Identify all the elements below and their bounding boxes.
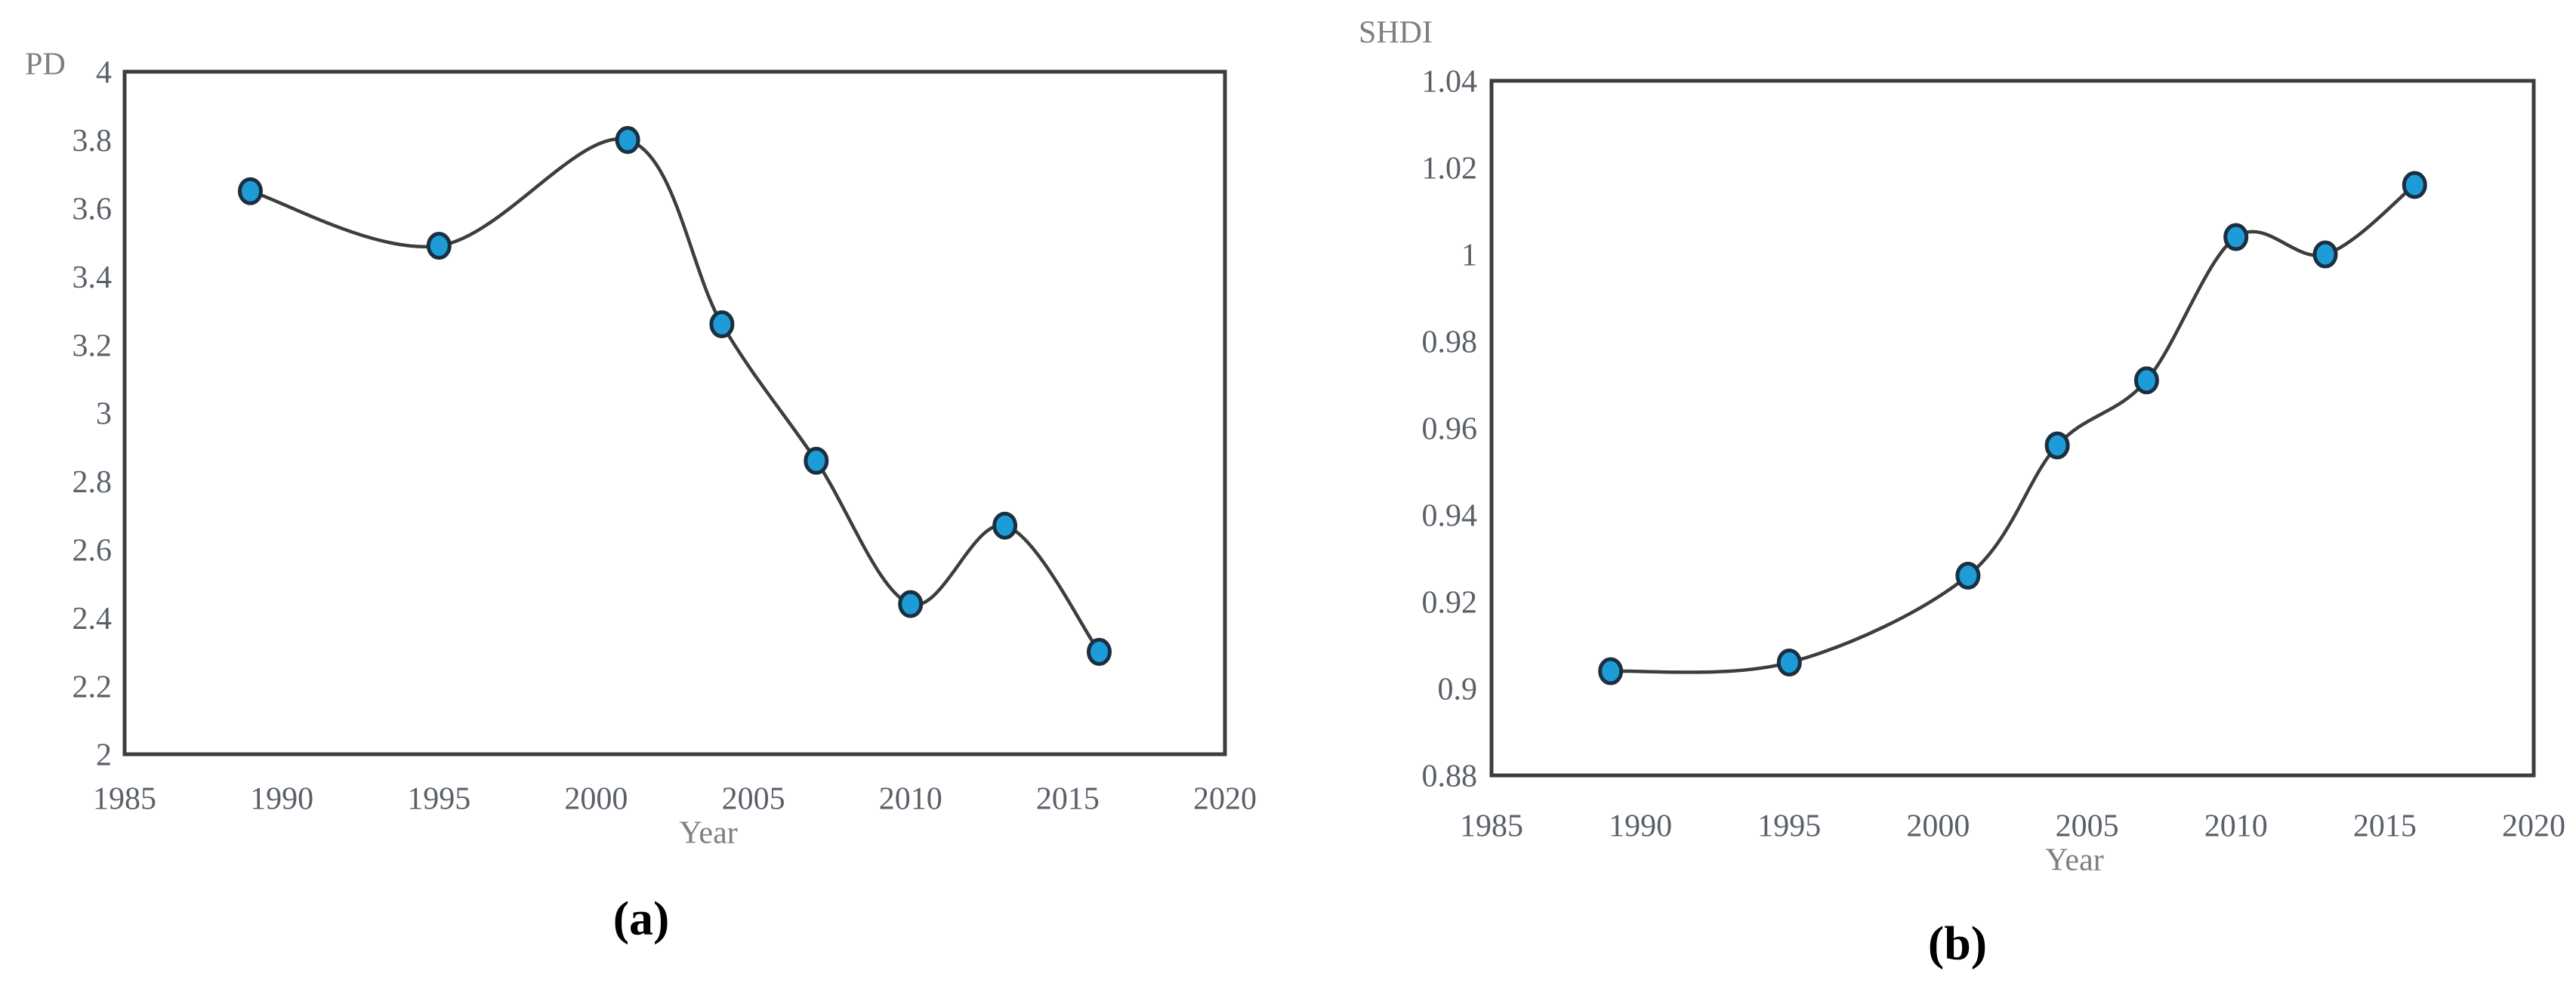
data-point-marker [426,232,452,260]
x-tick-label: 1995 [407,782,470,817]
chart-a-pd: PD 43.83.63.43.232.82.62.42.22 1985 1990 1… [25,48,1257,945]
caption-b: (b) [1928,916,1987,969]
x-tick-label: 1985 [1460,809,1523,844]
data-point-marker [1598,657,1624,686]
y-axis-title-shdi: SHDI [1359,16,1433,51]
data-point-marker [2312,240,2338,269]
data-point-marker [2044,431,2070,460]
data-point-marker [804,446,829,475]
y-tick-label: 4 [96,56,112,91]
plot-area-a [122,69,1227,757]
x-tick-label: 2000 [564,782,628,817]
plot-area-b [1489,79,2536,778]
y-tick-label: 2.6 [72,534,113,569]
x-tick-label: 1985 [93,782,156,817]
y-tick-label: 3.4 [72,260,113,295]
x-tick-labels-a: 1985 1990 1995 2000 2005 2010 2015 2020 [93,782,1257,817]
y-tick-label: 0.92 [1422,586,1478,621]
x-tick-label: 2015 [2353,809,2417,844]
x-tick-label: 2005 [2056,809,2119,844]
x-tick-labels-b: 1985 1990 1995 2000 2005 2010 2015 2020 [1460,809,2565,844]
y-tick-label: 2.8 [72,465,113,500]
data-point-marker [2133,366,2159,395]
y-tick-label: 3 [96,397,112,432]
data-point-marker [615,125,640,154]
y-tick-label: 3.8 [72,124,113,159]
y-tick-label: 2.4 [72,602,113,636]
data-point-marker [2223,223,2249,251]
data-point-marker [898,590,924,618]
x-tick-label: 2000 [1906,809,1970,844]
data-point-marker [1087,637,1112,666]
x-tick-label: 2010 [879,782,942,817]
x-tick-label: 1995 [1757,809,1821,844]
x-axis-title-b: Year [2045,843,2103,878]
caption-a: (a) [613,891,670,944]
y-tick-label: 1 [1461,239,1477,273]
x-axis-title-a: Year [679,816,737,851]
data-point-marker [709,310,735,338]
y-tick-label: 0.98 [1422,325,1478,360]
data-points-b [1598,171,2427,686]
x-tick-label: 1990 [250,782,313,817]
x-tick-label: 2020 [1193,782,1257,817]
data-point-marker [1776,649,1802,676]
x-tick-label: 2015 [1036,782,1100,817]
data-points-a [238,125,1112,666]
data-point-marker [238,177,263,205]
y-tick-label: 3.2 [72,328,113,363]
data-point-marker [2402,171,2427,199]
y-tick-label: 0.96 [1422,412,1478,447]
data-point-marker [992,511,1018,540]
chart-b-shdi: SHDI 1.04 1.02 1 0.98 0.96 0.94 0.92 0.9 0.88 19… [1359,16,2565,970]
y-axis-title-pd: PD [25,48,66,82]
y-tick-label: 2.2 [72,670,113,704]
x-tick-label: 2010 [2204,809,2268,844]
x-tick-label: 1990 [1609,809,1672,844]
y-tick-label: 0.94 [1422,499,1478,534]
y-tick-label: 2 [96,738,112,773]
y-tick-label: 1.02 [1422,152,1478,186]
x-tick-label: 2020 [2502,809,2565,844]
series-line-a [248,137,1101,654]
data-point-marker [1955,562,1981,590]
y-tick-labels-a: 4 3.8 3.6 3.4 3.2 3 2.8 2.6 2.4 2.2 2 [72,56,113,773]
y-tick-label: 1.04 [1422,65,1478,100]
y-tick-labels-b: 1.04 1.02 1 0.98 0.96 0.94 0.92 0.9 0.88 [1422,65,1478,794]
series-line-b [1609,183,2417,674]
y-tick-label: 3.6 [72,193,113,227]
y-tick-label: 0.88 [1422,760,1478,794]
x-tick-label: 2005 [722,782,785,817]
y-tick-label: 0.9 [1438,673,1478,707]
